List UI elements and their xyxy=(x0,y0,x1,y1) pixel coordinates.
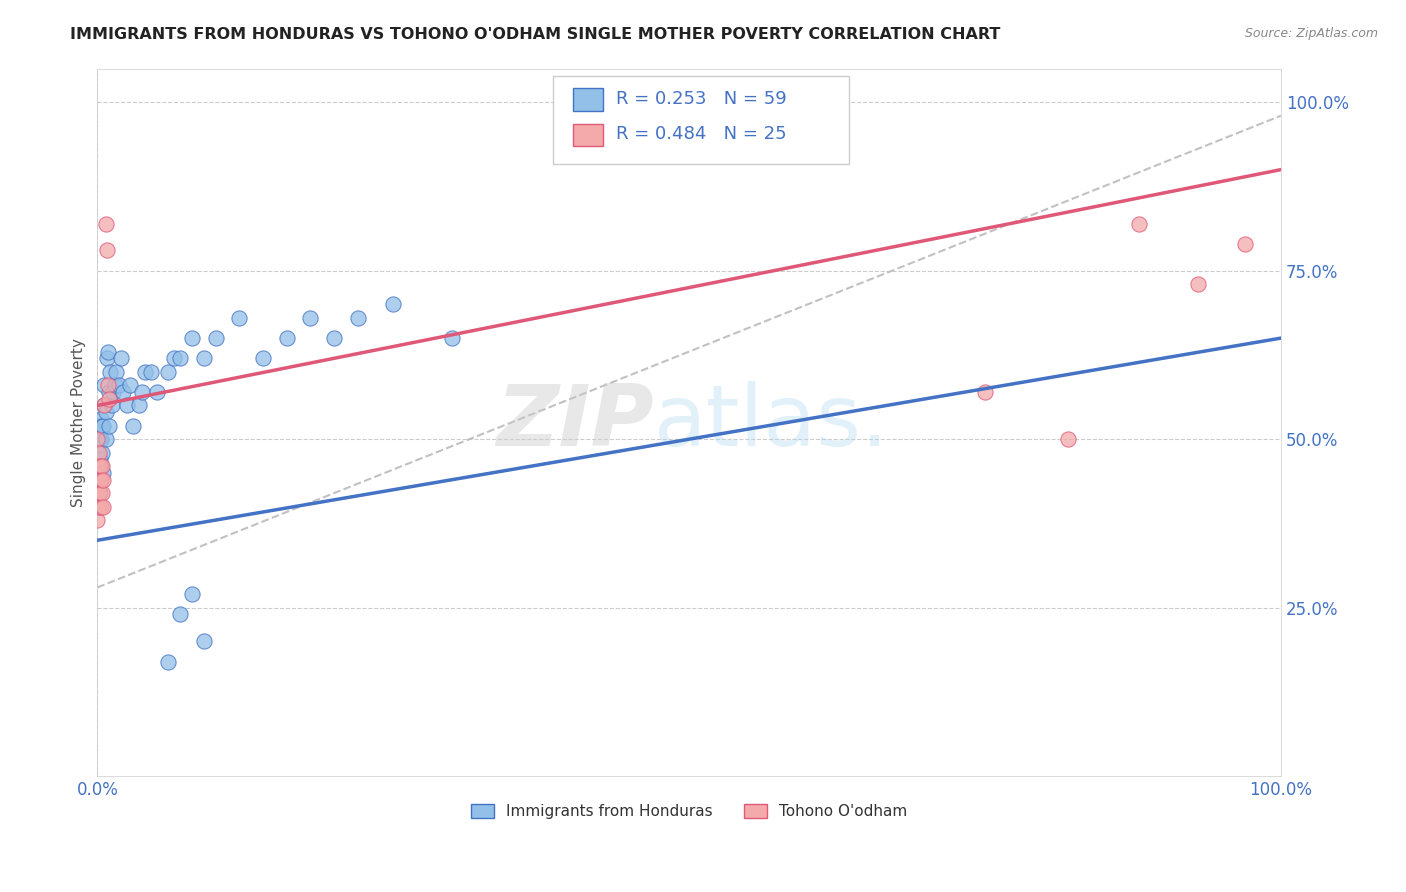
Point xyxy=(252,351,274,366)
Point xyxy=(87,459,110,474)
Point xyxy=(91,473,114,487)
Point xyxy=(157,365,180,379)
Text: Source: ZipAtlas.com: Source: ZipAtlas.com xyxy=(1244,27,1378,40)
Point xyxy=(87,418,110,433)
Point xyxy=(96,351,118,366)
Text: IMMIGRANTS FROM HONDURAS VS TOHONO O'ODHAM SINGLE MOTHER POVERTY CORRELATION CHA: IMMIGRANTS FROM HONDURAS VS TOHONO O'ODH… xyxy=(70,27,1001,42)
Point xyxy=(112,384,135,399)
Point xyxy=(86,513,108,527)
Point xyxy=(89,432,111,446)
Point xyxy=(139,365,162,379)
Point xyxy=(90,459,112,474)
Legend: Immigrants from Honduras, Tohono O'odham: Immigrants from Honduras, Tohono O'odham xyxy=(465,797,912,825)
Point xyxy=(107,378,129,392)
FancyBboxPatch shape xyxy=(553,76,849,164)
Point xyxy=(323,331,346,345)
Point xyxy=(87,486,110,500)
Text: ZIP: ZIP xyxy=(496,381,654,464)
Point xyxy=(145,384,167,399)
Point xyxy=(98,384,121,399)
Point xyxy=(441,331,464,345)
Point xyxy=(93,399,115,413)
Point xyxy=(169,351,191,366)
Point xyxy=(1234,236,1257,251)
FancyBboxPatch shape xyxy=(574,124,603,146)
Point xyxy=(98,418,121,433)
Point xyxy=(91,459,114,474)
Point xyxy=(169,607,191,622)
Point xyxy=(193,634,215,648)
Point xyxy=(89,486,111,500)
Point xyxy=(91,445,114,459)
Point xyxy=(181,587,204,601)
Point xyxy=(131,384,153,399)
Point xyxy=(382,297,405,311)
FancyBboxPatch shape xyxy=(574,88,603,111)
Point xyxy=(101,384,124,399)
Point xyxy=(128,399,150,413)
Point xyxy=(87,432,110,446)
Point xyxy=(1057,432,1080,446)
Point xyxy=(87,445,110,459)
Point xyxy=(93,378,115,392)
Point xyxy=(89,459,111,474)
Point xyxy=(299,310,322,325)
Point xyxy=(87,473,110,487)
Point xyxy=(346,310,368,325)
Point xyxy=(110,351,132,366)
Point xyxy=(97,378,120,392)
Point xyxy=(121,418,143,433)
Point xyxy=(90,412,112,426)
Point xyxy=(1187,277,1209,292)
Point xyxy=(276,331,298,345)
Point xyxy=(105,365,128,379)
Point xyxy=(157,655,180,669)
Point xyxy=(91,418,114,433)
Point xyxy=(104,378,127,392)
Point xyxy=(96,244,118,258)
Point xyxy=(974,384,997,399)
Point xyxy=(115,399,138,413)
Text: R = 0.484   N = 25: R = 0.484 N = 25 xyxy=(616,126,786,144)
Point xyxy=(91,500,114,514)
Point xyxy=(100,399,122,413)
Point xyxy=(120,378,142,392)
Point xyxy=(94,217,117,231)
Point xyxy=(181,331,204,345)
Point xyxy=(134,365,156,379)
Text: atlas.: atlas. xyxy=(654,381,889,464)
Point xyxy=(89,473,111,487)
Point xyxy=(204,331,226,345)
Point xyxy=(97,344,120,359)
Point xyxy=(228,310,250,325)
Point xyxy=(86,459,108,474)
Text: R = 0.253   N = 59: R = 0.253 N = 59 xyxy=(616,90,786,108)
Point xyxy=(90,473,112,487)
Point xyxy=(94,432,117,446)
Point xyxy=(98,392,121,406)
Point xyxy=(91,466,114,480)
Point xyxy=(90,432,112,446)
Point xyxy=(86,445,108,459)
Point xyxy=(86,486,108,500)
Point xyxy=(86,466,108,480)
Point xyxy=(98,365,121,379)
Point xyxy=(90,500,112,514)
Point xyxy=(193,351,215,366)
Point xyxy=(163,351,186,366)
Point xyxy=(93,399,115,413)
Point xyxy=(91,418,114,433)
Point xyxy=(1128,217,1150,231)
Point xyxy=(86,432,108,446)
Point xyxy=(91,486,114,500)
Y-axis label: Single Mother Poverty: Single Mother Poverty xyxy=(72,338,86,507)
Point xyxy=(86,500,108,514)
Point xyxy=(94,405,117,419)
Point xyxy=(89,452,111,467)
Point xyxy=(87,500,110,514)
